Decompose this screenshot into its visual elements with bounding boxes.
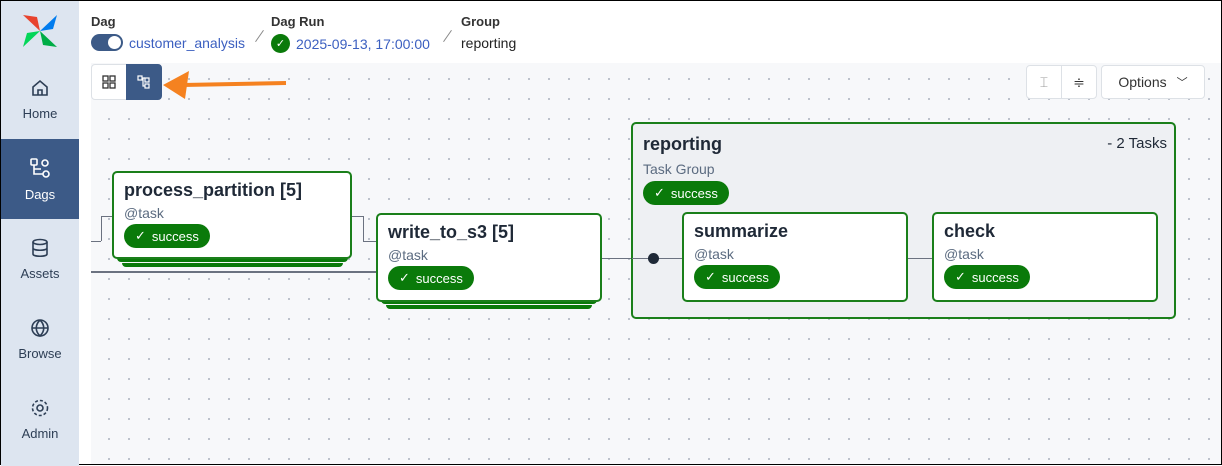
airflow-logo[interactable] <box>19 11 61 51</box>
grid-view-button[interactable] <box>91 64 127 100</box>
edge <box>101 216 112 217</box>
sidebar-item-browse[interactable]: Browse <box>1 299 79 379</box>
mapped-stack <box>381 300 597 304</box>
sidebar-item-home[interactable]: Home <box>1 59 79 139</box>
edge <box>91 271 376 273</box>
success-icon: ✓ <box>271 34 290 53</box>
status-badge: ✓ success <box>944 265 1030 289</box>
group-name: reporting <box>461 35 517 51</box>
edge-junction-dot <box>648 253 659 264</box>
expand-all-button[interactable]: ⌶ <box>1026 65 1062 99</box>
edge <box>352 216 363 217</box>
options-dropdown[interactable]: Options ﹀ <box>1101 65 1205 99</box>
mapped-stack <box>386 305 592 309</box>
edge <box>908 258 932 259</box>
mapped-stack <box>122 263 343 267</box>
status-badge: ✓ success <box>643 181 729 205</box>
dag-icon <box>30 157 50 178</box>
orange-arrow-annotation <box>163 71 287 99</box>
sidebar-item-assets[interactable]: Assets <box>1 219 79 299</box>
status-badge: ✓ success <box>124 224 210 248</box>
check-icon: ✓ <box>955 269 966 284</box>
sidebar: Home Dags Assets Browse Admin <box>1 1 79 466</box>
expand-icon: ⌶ <box>1039 73 1049 90</box>
check-icon: ✓ <box>399 270 410 285</box>
check-icon: ✓ <box>705 269 716 284</box>
collapse-all-button[interactable]: ≑ <box>1061 65 1097 99</box>
edge <box>363 241 376 242</box>
database-icon <box>32 238 48 257</box>
mapped-stack <box>117 258 348 262</box>
edge <box>602 258 632 259</box>
task-node-summarize[interactable]: summarize @task ✓ success <box>682 212 908 302</box>
chevron-down-icon: ﹀ <box>1176 77 1188 89</box>
home-icon <box>32 79 48 96</box>
collapse-icon: ≑ <box>1073 73 1085 90</box>
gear-icon <box>31 399 49 416</box>
status-badge: ✓ success <box>694 265 780 289</box>
dag-run-link[interactable]: 2025-09-13, 17:00:00 <box>296 35 430 52</box>
sidebar-item-dags[interactable]: Dags <box>1 139 79 219</box>
edge <box>91 241 101 242</box>
status-badge: ✓ success <box>388 266 474 290</box>
grid-icon <box>102 75 116 89</box>
task-count: - 2 Tasks <box>1107 135 1167 152</box>
edge <box>101 216 102 241</box>
task-node-write-to-s3[interactable]: write_to_s3 [5] @task ✓ success <box>376 213 602 302</box>
edge <box>363 216 364 241</box>
sidebar-item-admin[interactable]: Admin <box>1 379 79 459</box>
check-icon: ✓ <box>135 228 146 243</box>
task-node-process-partition[interactable]: process_partition [5] @task ✓ success <box>112 171 352 259</box>
globe-icon <box>31 318 49 337</box>
dag-link[interactable]: customer_analysis <box>129 34 245 51</box>
graph-icon <box>137 75 150 89</box>
check-icon: ✓ <box>654 185 665 200</box>
graph-view-button[interactable] <box>126 64 162 100</box>
dag-pause-toggle[interactable] <box>91 34 123 51</box>
task-node-check[interactable]: check @task ✓ success <box>932 212 1158 302</box>
